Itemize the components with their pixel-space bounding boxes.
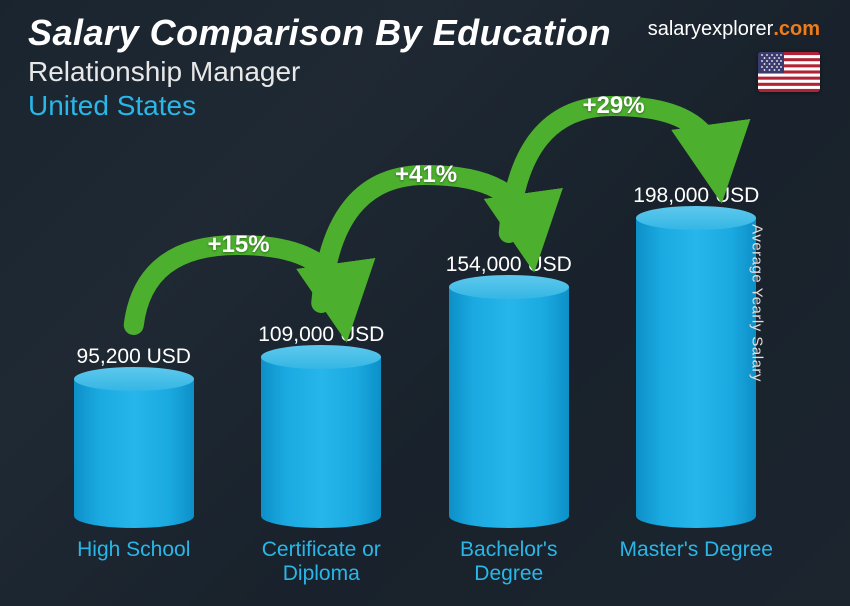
bar-value-label: 154,000 USD [446,253,572,277]
bar [636,218,756,528]
brand-logo: salaryexplorer.com [648,18,820,41]
bar [261,357,381,528]
bar-group: 109,000 USD [239,323,404,528]
increase-percent-label: +41% [395,161,457,189]
bar-value-label: 109,000 USD [258,323,384,347]
brand-name: salaryexplorer [648,18,774,40]
country-name: United States [28,90,822,122]
bar-group: 154,000 USD [426,253,591,528]
bar-body [74,379,194,528]
bar-value-label: 198,000 USD [633,184,759,208]
bar-body [261,357,381,528]
bar-group: 95,200 USD [51,345,216,528]
bar-body [449,287,569,528]
bar-category-label: High School [51,538,216,586]
brand-suffix: .com [773,18,820,40]
bar-category-label: Master's Degree [614,538,779,586]
bar-top-ellipse [74,367,194,391]
bar-chart: 95,200 USD 109,000 USD 154,000 USD 198,000 … [40,120,790,586]
bar [74,379,194,528]
bar [449,287,569,528]
country-flag-icon [758,52,820,92]
bar-category-label: Bachelor's Degree [426,538,591,586]
bar-top-ellipse [449,275,569,299]
bar-top-ellipse [636,206,756,230]
bar-top-ellipse [261,345,381,369]
job-title: Relationship Manager [28,56,822,88]
increase-percent-label: +29% [583,92,645,120]
bar-value-label: 95,200 USD [77,345,191,369]
y-axis-label: Average Yearly Salary [749,224,766,382]
increase-percent-label: +15% [208,231,270,259]
bar-category-label: Certificate or Diploma [239,538,404,586]
x-axis-labels: High School Certificate or Diploma Bachelo… [40,538,790,586]
bar-body [636,218,756,528]
